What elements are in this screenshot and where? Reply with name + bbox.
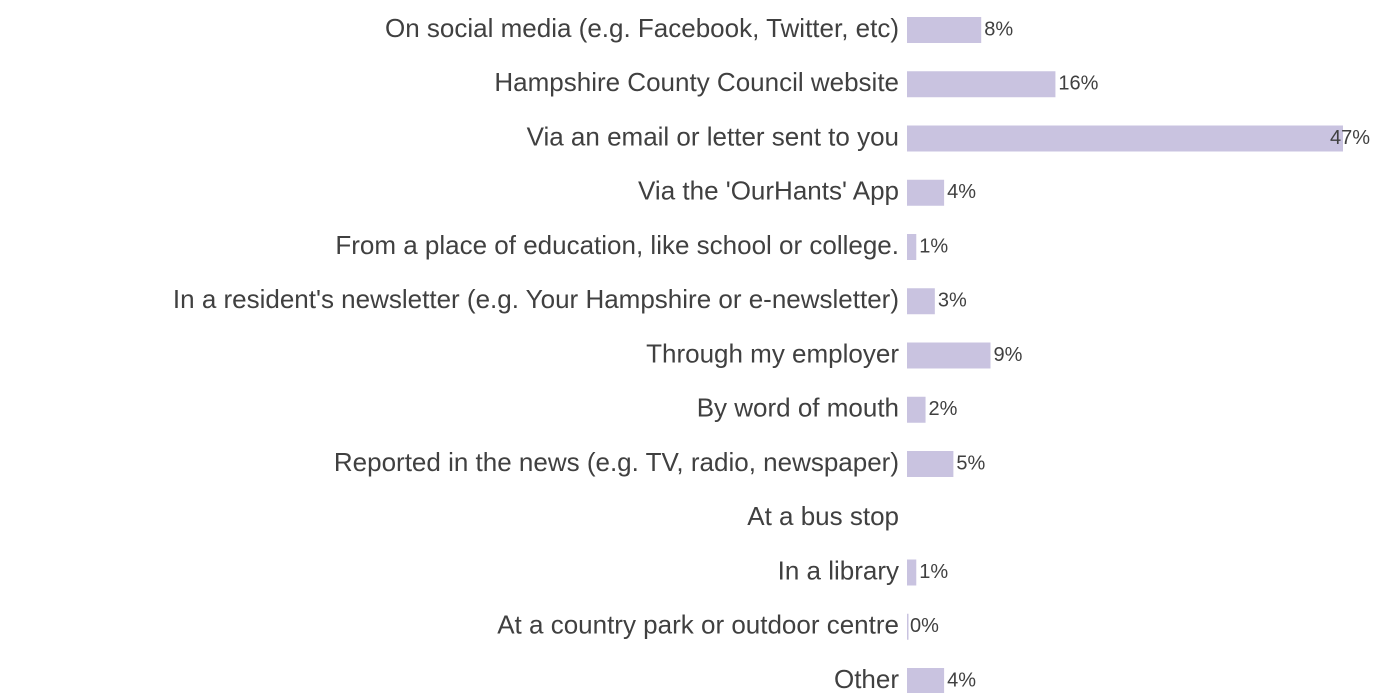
bar xyxy=(907,288,935,315)
category-label: At a bus stop xyxy=(747,501,899,531)
bar xyxy=(907,613,909,640)
category-label: In a resident's newsletter (e.g. Your Ha… xyxy=(173,284,899,314)
value-label: 8% xyxy=(984,18,1013,40)
value-label: 2% xyxy=(929,398,958,420)
bar xyxy=(907,451,954,477)
bar xyxy=(907,234,917,260)
value-label: 4% xyxy=(947,669,976,691)
bar xyxy=(907,71,1056,98)
value-label: 9% xyxy=(993,344,1022,366)
value-label: 3% xyxy=(938,290,967,312)
bar xyxy=(907,559,917,586)
value-label: 1% xyxy=(919,235,948,257)
category-label: Via the 'OurHants' App xyxy=(638,176,899,206)
value-label: 4% xyxy=(947,181,976,203)
value-label: 5% xyxy=(956,452,985,474)
value-label: 1% xyxy=(919,561,948,583)
bar xyxy=(907,125,1343,152)
category-label: Through my employer xyxy=(646,338,899,368)
category-label: From a place of education, like school o… xyxy=(335,230,899,260)
category-label: On social media (e.g. Facebook, Twitter,… xyxy=(385,13,899,43)
category-label: By word of mouth xyxy=(697,393,899,423)
category-label: Reported in the news (e.g. TV, radio, ne… xyxy=(334,447,899,477)
category-label: In a library xyxy=(778,555,899,585)
value-label: 16% xyxy=(1058,73,1098,95)
value-label: 47% xyxy=(1330,127,1370,149)
category-label: At a country park or outdoor centre xyxy=(497,610,899,640)
category-label: Hampshire County Council website xyxy=(494,67,899,97)
bar xyxy=(907,668,945,693)
bar xyxy=(907,17,982,43)
value-label: 0% xyxy=(910,615,939,637)
bar xyxy=(907,179,945,206)
category-label: Other xyxy=(834,664,899,693)
bar xyxy=(907,396,926,423)
category-label: Via an email or letter sent to you xyxy=(527,121,899,151)
bar xyxy=(907,342,991,369)
